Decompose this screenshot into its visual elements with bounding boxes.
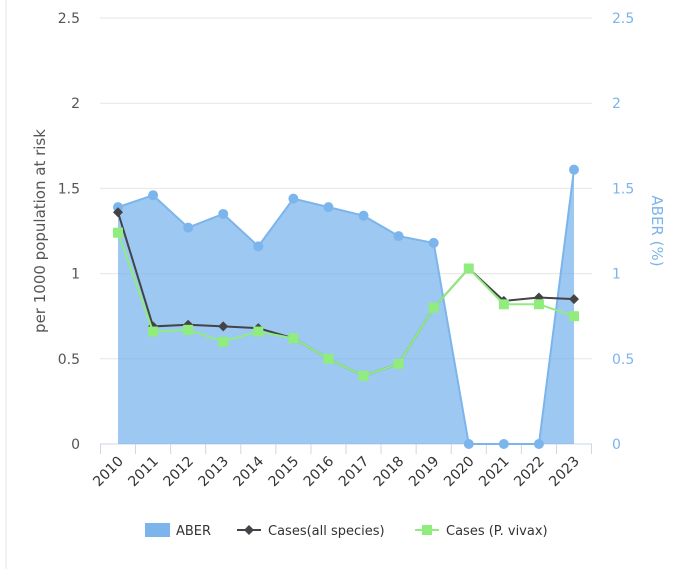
line <box>117 232 575 377</box>
marker <box>183 222 194 233</box>
marker <box>218 336 229 347</box>
y2-tick-label: 0 <box>612 437 621 453</box>
marker <box>244 525 254 535</box>
marker <box>183 324 194 335</box>
area <box>118 169 574 444</box>
marker <box>393 231 404 242</box>
marker <box>218 321 229 332</box>
marker <box>288 333 299 344</box>
marker <box>253 326 264 337</box>
marker <box>428 302 439 313</box>
y-tick-label: 1.5 <box>58 181 80 197</box>
marker <box>288 193 299 204</box>
y-tick-label: 2.5 <box>58 11 80 27</box>
marker <box>569 311 579 322</box>
y2-tick-label: 0.5 <box>612 352 634 368</box>
marker <box>113 202 123 213</box>
y2-tick-label: 1.5 <box>612 181 634 197</box>
legend-label: Cases(all species) <box>268 524 385 539</box>
y-tick-label: 1 <box>71 267 80 283</box>
legend-label: Cases (P. vivax) <box>446 524 548 539</box>
legend-label: ABER <box>176 524 211 539</box>
marker <box>422 525 432 535</box>
marker <box>498 439 509 449</box>
marker <box>218 208 229 219</box>
marker <box>533 439 544 449</box>
marker <box>569 164 579 175</box>
y-axis-title: per 1000 population at risk <box>31 129 49 333</box>
marker <box>323 353 334 364</box>
marker <box>148 326 159 337</box>
marker <box>113 207 123 218</box>
marker <box>113 227 123 238</box>
y-tick-label: 2 <box>71 96 80 112</box>
y2-tick-label: 2 <box>612 96 621 112</box>
legend-swatch <box>145 523 170 537</box>
y2-axis-title: ABER (%) <box>648 195 666 266</box>
y2-tick-label: 1 <box>612 267 621 283</box>
marker <box>428 237 439 248</box>
marker <box>463 263 474 274</box>
marker <box>148 190 159 201</box>
marker <box>463 439 474 449</box>
marker <box>358 210 369 221</box>
marker <box>253 241 264 252</box>
marker <box>323 202 334 213</box>
y2-tick-label: 2.5 <box>612 11 634 27</box>
marker <box>358 370 369 381</box>
y-tick-label: 0 <box>71 437 80 453</box>
marker <box>569 294 579 305</box>
marker <box>533 299 544 310</box>
area-line <box>117 169 575 445</box>
marker <box>498 299 509 310</box>
marker <box>393 358 404 369</box>
y-tick-label: 0.5 <box>58 352 80 368</box>
